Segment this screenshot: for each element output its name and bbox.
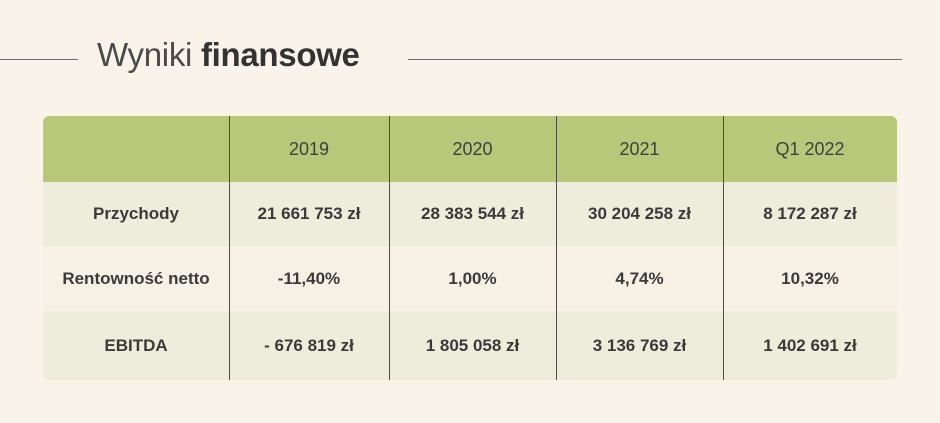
column-divider: [229, 116, 230, 380]
table-cell: 1,00%: [448, 268, 497, 288]
header-cell-q1-2022: Q1 2022: [775, 138, 845, 159]
table-cell: 1 402 691 zł: [763, 335, 857, 355]
row-label: EBITDA: [104, 335, 168, 355]
table-row: Przychody 21 661 753 zł 28 383 544 zł 30…: [43, 182, 897, 246]
title-row: Wyniki finansowe: [0, 30, 940, 86]
table-cell: 4,74%: [615, 268, 664, 288]
title-bold: finansowe: [200, 36, 360, 73]
title-divider-left: [0, 59, 78, 60]
table-cell: 3 136 769 zł: [592, 335, 687, 355]
title-divider-right: [408, 59, 902, 60]
title-light: Wyniki: [97, 36, 193, 73]
table-cell: 10,32%: [781, 268, 839, 288]
column-divider: [723, 116, 724, 380]
table-cell: - 676 819 zł: [264, 335, 354, 355]
financial-results-table: 2019 2020 2021 Q1 2022 Przychody 21 661 …: [43, 116, 897, 380]
table-cell: 8 172 287 zł: [763, 204, 857, 223]
table-cell: 1 805 058 zł: [425, 335, 520, 355]
column-divider: [389, 116, 390, 380]
table-header-row: 2019 2020 2021 Q1 2022: [43, 116, 897, 182]
header-cell-2020: 2020: [452, 138, 493, 159]
page-title: Wyniki finansowe: [97, 36, 360, 74]
header-cell-2019: 2019: [288, 138, 330, 159]
table-cell: 28 383 544 zł: [420, 204, 525, 223]
row-label: Przychody: [93, 204, 179, 223]
table-cell: -11,40%: [277, 268, 341, 288]
column-divider: [556, 116, 557, 380]
table-cell: 21 661 753 zł: [257, 204, 361, 223]
header-cell-empty: [43, 116, 229, 182]
header-cell-2021: 2021: [619, 138, 660, 159]
table-row: EBITDA - 676 819 zł 1 805 058 zł 3 136 7…: [43, 311, 897, 380]
table-row: Rentowność netto -11,40% 1,00% 4,74% 10,…: [43, 246, 897, 311]
table-cell: 30 204 258 zł: [587, 204, 692, 223]
row-label: Rentowność netto: [62, 268, 210, 288]
